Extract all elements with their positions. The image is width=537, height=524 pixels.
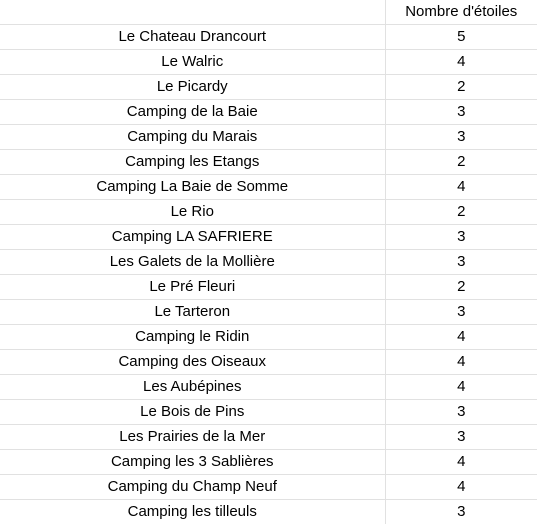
table-row: Le Bois de Pins 3 [0, 400, 537, 425]
star-count-cell[interactable]: 5 [385, 25, 537, 50]
star-count-cell[interactable]: 3 [385, 225, 537, 250]
campsite-name-cell[interactable]: Les Prairies de la Mer [0, 425, 385, 450]
star-count-cell[interactable]: 3 [385, 425, 537, 450]
star-count-cell[interactable]: 2 [385, 200, 537, 225]
star-count-cell[interactable]: 4 [385, 325, 537, 350]
star-count-cell[interactable]: 3 [385, 500, 537, 524]
campsite-name-cell[interactable]: Le Pré Fleuri [0, 275, 385, 300]
campsite-name-cell[interactable]: Le Walric [0, 50, 385, 75]
campsite-name-cell[interactable]: Camping du Champ Neuf [0, 475, 385, 500]
table-row: Camping les Etangs 2 [0, 150, 537, 175]
table-row: Le Pré Fleuri 2 [0, 275, 537, 300]
star-count-cell[interactable]: 2 [385, 150, 537, 175]
campsite-name-cell[interactable]: Camping de la Baie [0, 100, 385, 125]
campsite-name-cell[interactable]: Camping La Baie de Somme [0, 175, 385, 200]
table-row: Camping LA SAFRIERE 3 [0, 225, 537, 250]
table-row: Camping le Ridin 4 [0, 325, 537, 350]
campsite-name-cell[interactable]: Le Picardy [0, 75, 385, 100]
star-count-cell[interactable]: 2 [385, 75, 537, 100]
campsite-name-cell[interactable]: Le Chateau Drancourt [0, 25, 385, 50]
star-count-cell[interactable]: 4 [385, 50, 537, 75]
star-count-cell[interactable]: 3 [385, 250, 537, 275]
star-count-cell[interactable]: 4 [385, 450, 537, 475]
campsite-name-cell[interactable]: Camping les 3 Sablières [0, 450, 385, 475]
table-row: Camping La Baie de Somme 4 [0, 175, 537, 200]
table-row: Camping les 3 Sablières 4 [0, 450, 537, 475]
table-row: Camping des Oiseaux 4 [0, 350, 537, 375]
star-count-cell[interactable]: 2 [385, 275, 537, 300]
table-row: Le Chateau Drancourt 5 [0, 25, 537, 50]
star-count-cell[interactable]: 4 [385, 475, 537, 500]
table-row: Camping du Champ Neuf 4 [0, 475, 537, 500]
star-count-cell[interactable]: 4 [385, 375, 537, 400]
campsite-name-cell[interactable]: Camping les tilleuls [0, 500, 385, 524]
campsite-name-cell[interactable]: Camping des Oiseaux [0, 350, 385, 375]
campsite-name-cell[interactable]: Le Rio [0, 200, 385, 225]
campsite-name-cell[interactable]: Camping du Marais [0, 125, 385, 150]
star-count-cell[interactable]: 3 [385, 400, 537, 425]
campsite-name-cell[interactable]: Camping le Ridin [0, 325, 385, 350]
table-row: Les Aubépines 4 [0, 375, 537, 400]
header-cell-stars[interactable]: Nombre d'étoiles [385, 0, 537, 25]
table-row: Les Galets de la Mollière 3 [0, 250, 537, 275]
table-row: Le Walric 4 [0, 50, 537, 75]
table-row: Les Prairies de la Mer 3 [0, 425, 537, 450]
table-row: Le Tarteron 3 [0, 300, 537, 325]
table-row: Le Picardy 2 [0, 75, 537, 100]
star-count-cell[interactable]: 3 [385, 125, 537, 150]
campsite-name-cell[interactable]: Les Aubépines [0, 375, 385, 400]
table-row: Camping du Marais 3 [0, 125, 537, 150]
star-count-cell[interactable]: 4 [385, 350, 537, 375]
campsite-name-cell[interactable]: Camping LA SAFRIERE [0, 225, 385, 250]
table-row: Camping de la Baie 3 [0, 100, 537, 125]
table-row: Le Rio 2 [0, 200, 537, 225]
campsite-name-cell[interactable]: Le Bois de Pins [0, 400, 385, 425]
star-count-cell[interactable]: 3 [385, 300, 537, 325]
campsite-name-cell[interactable]: Les Galets de la Mollière [0, 250, 385, 275]
campsite-name-cell[interactable]: Le Tarteron [0, 300, 385, 325]
table-row: Camping les tilleuls 3 [0, 500, 537, 524]
header-cell-name[interactable] [0, 0, 385, 25]
campsite-name-cell[interactable]: Camping les Etangs [0, 150, 385, 175]
star-count-cell[interactable]: 4 [385, 175, 537, 200]
header-row: Nombre d'étoiles [0, 0, 537, 25]
star-count-cell[interactable]: 3 [385, 100, 537, 125]
